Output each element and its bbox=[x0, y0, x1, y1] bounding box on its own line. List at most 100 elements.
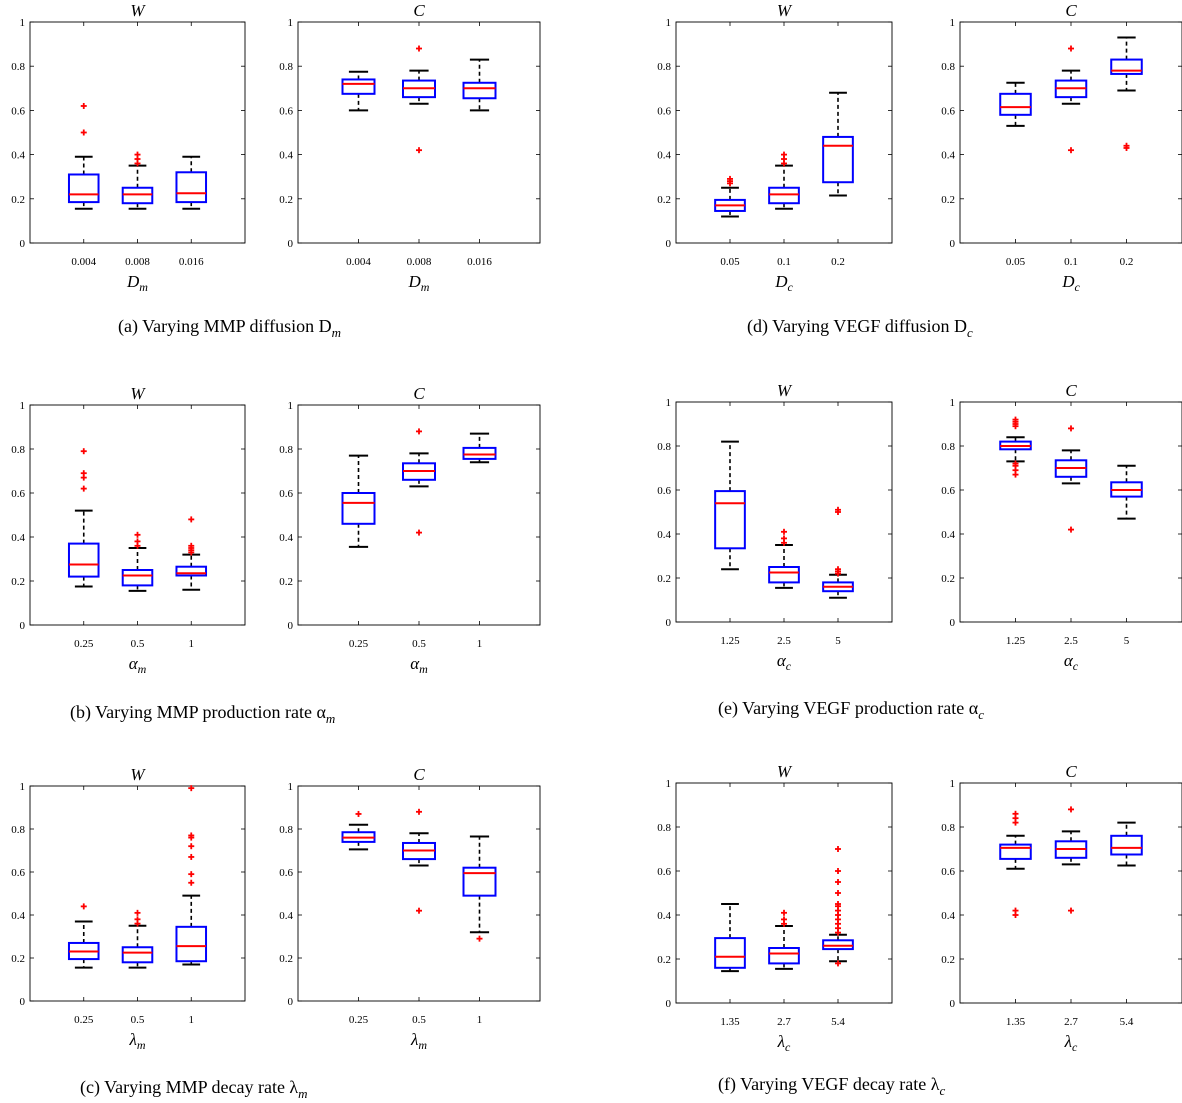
y-tick-label: 0 bbox=[950, 998, 956, 1010]
caption-subscript: c bbox=[940, 1083, 946, 1098]
y-tick-label: 0.6 bbox=[11, 105, 25, 117]
caption-text: (d) Varying VEGF diffusion D bbox=[747, 316, 967, 337]
box-1 bbox=[175, 785, 208, 966]
plot-title: W bbox=[130, 765, 146, 784]
x-axis-label-symbol: D bbox=[408, 272, 422, 291]
plot-frame bbox=[29, 785, 246, 1002]
x-tick-label: 0.016 bbox=[467, 256, 492, 268]
box-0.25 bbox=[341, 810, 376, 851]
y-tick-label: 0.4 bbox=[279, 150, 293, 162]
caption-text: (a) Varying MMP diffusion D bbox=[118, 316, 332, 337]
x-tick-label: 0.5 bbox=[412, 1014, 426, 1026]
x-axis-label: λc bbox=[1064, 1032, 1078, 1054]
x-tick-label: 0.1 bbox=[1064, 256, 1078, 268]
y-tick-label: 0.2 bbox=[941, 954, 955, 966]
plot-title: W bbox=[130, 384, 146, 403]
y-tick-label: 0.4 bbox=[279, 910, 293, 922]
caption-text: (b) Varying MMP production rate α bbox=[70, 702, 326, 723]
x-axis-label-symbol: D bbox=[1061, 272, 1075, 291]
plot-frame bbox=[959, 401, 1182, 623]
y-tick-label: 0.6 bbox=[11, 867, 25, 879]
box-1.35 bbox=[714, 903, 746, 973]
box-0.25 bbox=[67, 448, 100, 588]
y-tick-label: 1 bbox=[950, 17, 956, 29]
y-tick-label: 1 bbox=[288, 781, 294, 793]
boxplot-c-W: 0 0.2 0.4 0.6 0.8 1 0.25 0.5 1 Wλm bbox=[11, 765, 246, 1052]
iqr-box bbox=[175, 925, 208, 963]
boxplot-b-W: 0 0.2 0.4 0.6 0.8 1 0.25 0.5 1 Wαm bbox=[11, 384, 246, 676]
y-tick-label: 0.2 bbox=[11, 576, 25, 588]
y-tick-label: 1 bbox=[950, 397, 956, 409]
y-tick-label: 0.2 bbox=[941, 194, 955, 206]
y-tick-label: 0 bbox=[288, 996, 294, 1008]
plot-title: C bbox=[413, 765, 425, 784]
x-axis-label-subscript: c bbox=[1074, 280, 1080, 294]
y-tick-label: 0.6 bbox=[657, 105, 671, 117]
x-axis-label-subscript: m bbox=[139, 280, 148, 294]
box-2.5 bbox=[768, 528, 800, 589]
plot-frame bbox=[675, 401, 893, 623]
x-tick-label: 1.25 bbox=[720, 635, 740, 647]
y-tick-label: 1 bbox=[20, 400, 26, 412]
box-0.008 bbox=[402, 45, 436, 154]
y-tick-label: 0 bbox=[950, 238, 956, 250]
iqr-box bbox=[768, 566, 800, 584]
x-axis-label: λc bbox=[777, 1032, 791, 1054]
x-tick-label: 1.25 bbox=[1006, 635, 1026, 647]
x-tick-label: 1 bbox=[189, 1014, 195, 1026]
plot-title: W bbox=[777, 1, 793, 20]
x-tick-label: 0.25 bbox=[74, 638, 94, 650]
y-tick-label: 0.4 bbox=[657, 529, 671, 541]
iqr-box bbox=[999, 92, 1032, 116]
boxplot-a-W: 0 0.2 0.4 0.6 0.8 1 0.004 0.008 0.016 W Dm bbox=[11, 1, 246, 294]
boxplot-e-C: 0 0.2 0.4 0.6 0.8 1 1.25 2.5 5 Cαc bbox=[941, 381, 1182, 673]
iqr-box bbox=[714, 490, 746, 550]
box-0.1 bbox=[1054, 45, 1088, 154]
x-axis-label: αm bbox=[410, 654, 428, 676]
x-tick-label: 0.016 bbox=[179, 256, 204, 268]
box-0.25 bbox=[67, 903, 100, 969]
caption-text: (e) Varying VEGF production rate α bbox=[718, 698, 979, 719]
iqr-box bbox=[175, 565, 208, 577]
y-tick-label: 0.4 bbox=[941, 529, 955, 541]
y-tick-label: 1 bbox=[666, 778, 672, 790]
x-tick-label: 0.004 bbox=[71, 256, 96, 268]
y-tick-label: 0.2 bbox=[941, 573, 955, 585]
plot-title: W bbox=[130, 1, 146, 20]
x-axis-label-symbol: D bbox=[774, 272, 788, 291]
box-0.5 bbox=[121, 531, 154, 592]
x-tick-label: 0.2 bbox=[831, 256, 845, 268]
x-tick-label: 1 bbox=[477, 638, 483, 650]
plot-frame bbox=[675, 782, 893, 1004]
x-tick-label: 0.008 bbox=[407, 256, 432, 268]
plot-title: W bbox=[777, 381, 793, 400]
y-tick-label: 0.4 bbox=[11, 532, 25, 544]
x-tick-label: 0.05 bbox=[720, 256, 740, 268]
caption-subscript: m bbox=[298, 1086, 307, 1101]
box-0.25 bbox=[341, 454, 376, 548]
y-tick-label: 1 bbox=[666, 397, 672, 409]
y-tick-label: 0.8 bbox=[11, 61, 25, 73]
plot-title: C bbox=[1065, 762, 1077, 781]
x-axis-label-subscript: m bbox=[421, 280, 430, 294]
y-tick-label: 0.6 bbox=[279, 488, 293, 500]
y-tick-label: 0 bbox=[666, 238, 672, 250]
y-tick-label: 0.4 bbox=[941, 150, 955, 162]
x-axis-label: αc bbox=[777, 651, 792, 673]
iqr-box bbox=[822, 939, 854, 951]
y-tick-label: 0.8 bbox=[657, 822, 671, 834]
box-5.4 bbox=[1110, 821, 1143, 867]
x-axis-label-subscript: c bbox=[786, 659, 792, 673]
x-tick-label: 0.25 bbox=[349, 638, 369, 650]
box-0.008 bbox=[121, 151, 154, 210]
x-axis-label: αc bbox=[1064, 651, 1079, 673]
iqr-box bbox=[768, 947, 800, 965]
caption-subscript: c bbox=[978, 707, 984, 722]
y-tick-label: 0.6 bbox=[657, 866, 671, 878]
y-tick-label: 1 bbox=[288, 17, 294, 29]
x-tick-label: 1 bbox=[189, 638, 195, 650]
y-tick-label: 0.2 bbox=[657, 194, 671, 206]
box-1.35 bbox=[999, 810, 1032, 918]
box-0.016 bbox=[175, 155, 208, 210]
plot-title: W bbox=[777, 762, 793, 781]
